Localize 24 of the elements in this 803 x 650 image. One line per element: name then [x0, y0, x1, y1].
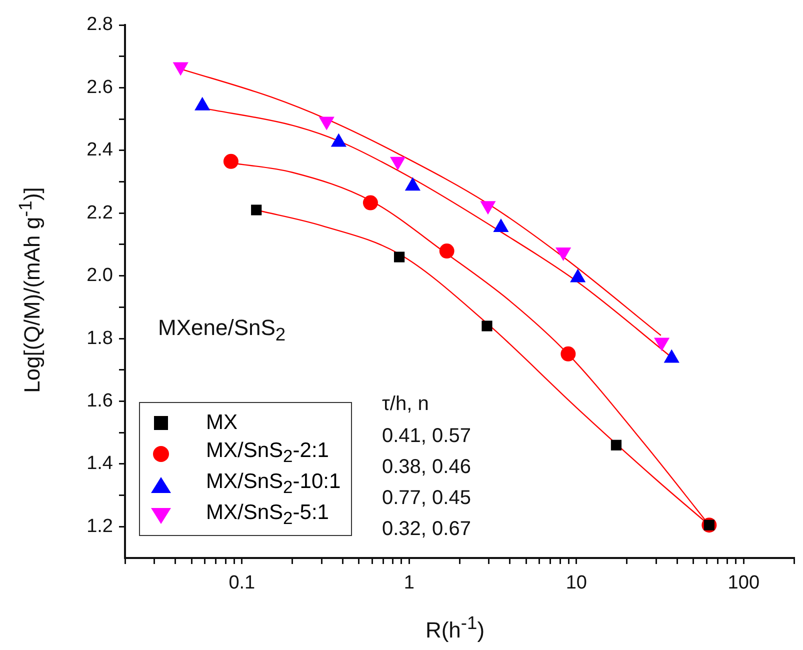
y-tick-label: 2.4 — [86, 140, 114, 161]
y-tick-label: 1.2 — [86, 516, 113, 537]
annotation: MXene/SnS$_{2}$ — [158, 315, 286, 346]
annotation: τ/h, n — [382, 393, 429, 416]
legend-label: MX/SnS$_{2}$-2:1 — [206, 439, 329, 468]
annotation: 0.41, 0.57 — [382, 425, 471, 448]
legend-label: MX/SnS$_{2}$-10:1 — [206, 470, 341, 499]
x-tick-label: 1 — [404, 572, 414, 594]
legend-label: MX — [206, 410, 238, 434]
annotation: 0.77, 0.45 — [382, 487, 471, 510]
y-tick-label: 2.8 — [86, 14, 113, 36]
x-axis-title: R(h$^{-1}$) — [425, 612, 485, 644]
y-tick-label: 1.6 — [86, 390, 113, 412]
legend-label: MX/SnS$_{2}$-5:1 — [206, 501, 329, 530]
y-tick-label: 1.4 — [86, 453, 114, 474]
x-tick-label: 0.1 — [228, 572, 256, 594]
y-tick-label: 2.6 — [86, 76, 113, 98]
y-tick-label: 2.2 — [86, 202, 113, 224]
annotation: 0.38, 0.46 — [382, 456, 471, 479]
x-tick-label: 100 — [728, 572, 760, 594]
y-tick-label: 2.0 — [86, 265, 113, 286]
y-tick-label: 1.8 — [86, 328, 113, 349]
x-tick-label: 10 — [566, 572, 587, 594]
annotation: 0.32, 0.67 — [382, 518, 471, 541]
